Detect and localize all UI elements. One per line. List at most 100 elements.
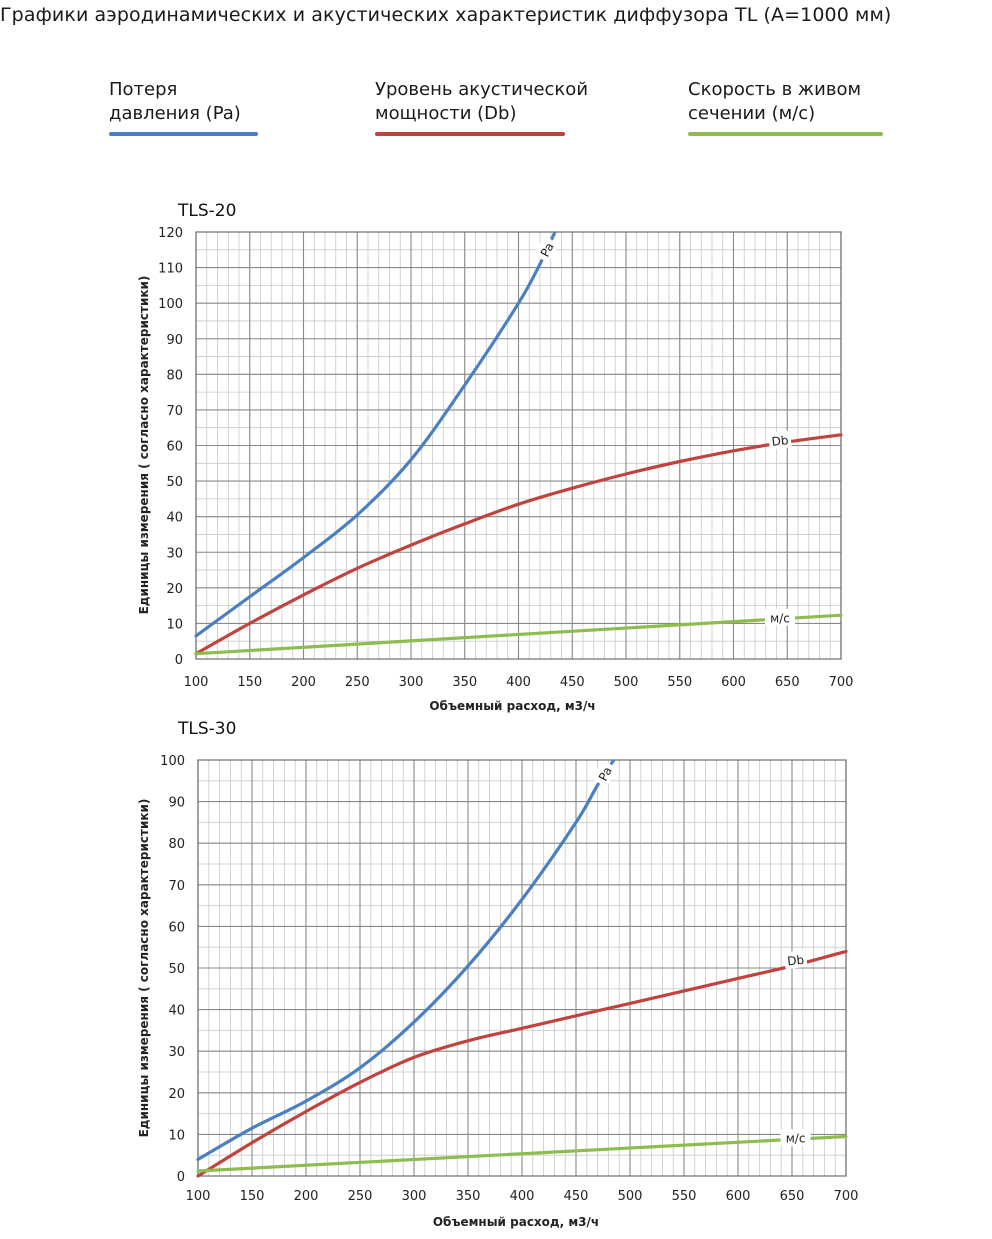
y-tick-label: 30	[168, 1045, 185, 1060]
y-axis-title: Единицы измерения ( согласно характерист…	[137, 799, 151, 1138]
legend-label-acoustic: Уровень акустической мощности (Db)	[375, 78, 635, 126]
legend-item-velocity: Скорость в живом сечении (м/с)	[688, 78, 948, 136]
y-tick-label: 50	[168, 962, 185, 977]
x-tick-label: 150	[237, 675, 262, 690]
x-tick-label: 400	[510, 1189, 535, 1204]
x-tick-label: 150	[240, 1189, 265, 1204]
series-line-pa	[196, 760, 616, 1161]
x-tick-label: 700	[829, 675, 854, 690]
y-tick-label: 100	[158, 297, 183, 312]
y-axis-title: Единицы измерения ( согласно характерист…	[137, 276, 151, 615]
y-tick-label: 40	[166, 511, 183, 526]
legend-label-line1: Уровень акустической	[375, 79, 589, 100]
x-tick-label: 650	[775, 675, 800, 690]
legend-label-velocity: Скорость в живом сечении (м/с)	[688, 78, 948, 126]
curve-label-bg	[592, 760, 617, 787]
x-tick-label: 450	[560, 675, 585, 690]
legend-label-line1: Скорость в живом	[688, 79, 862, 100]
y-tick-label: 40	[168, 1004, 185, 1019]
curve-label-db: Db	[768, 430, 792, 450]
curve-label-bg	[534, 236, 559, 263]
y-tick-label: 120	[158, 226, 183, 241]
y-tick-label: 50	[166, 475, 183, 490]
x-tick-label: 100	[184, 675, 209, 690]
series-line-pa	[194, 232, 557, 638]
legend-label-pressure: Потеря давления (Pa)	[109, 78, 369, 126]
legend-swatch-green	[688, 132, 883, 136]
y-tick-label: 90	[168, 796, 185, 811]
x-tick-label: 350	[452, 675, 477, 690]
x-tick-label: 450	[564, 1189, 589, 1204]
series-line-velocity	[194, 613, 843, 656]
x-tick-label: 400	[506, 675, 531, 690]
x-tick-label: 250	[345, 675, 370, 690]
legend-label-line2: мощности (Db)	[375, 103, 517, 124]
page-title: Графики аэродинамических и акустических …	[0, 4, 892, 26]
y-tick-label: 70	[166, 404, 183, 419]
x-tick-label: 550	[672, 1189, 697, 1204]
curve-label-bg	[768, 430, 792, 450]
curve-label-text: м/с	[770, 611, 790, 625]
x-tick-label: 250	[348, 1189, 373, 1204]
curve-label-text: Db	[787, 953, 805, 969]
curve-label-db: Db	[783, 950, 808, 970]
curve-label-pa: Pa	[592, 760, 617, 787]
y-tick-label: 20	[166, 582, 183, 597]
y-tick-label: 20	[168, 1087, 185, 1102]
x-tick-label: 650	[780, 1189, 805, 1204]
legend-swatch-red	[375, 132, 565, 136]
x-tick-label: 100	[186, 1189, 211, 1204]
y-tick-label: 30	[166, 546, 183, 561]
plot-frame	[195, 231, 842, 660]
y-tick-label: 80	[168, 837, 185, 852]
legend-label-line2: давления (Pa)	[109, 103, 241, 124]
curve-label-text: Db	[771, 433, 789, 449]
x-tick-label: 550	[667, 675, 692, 690]
legend-item-pressure-loss: Потеря давления (Pa)	[109, 78, 369, 136]
x-tick-label: 300	[402, 1189, 427, 1204]
chart-title: TLS-30	[177, 719, 236, 739]
x-tick-label: 500	[614, 675, 639, 690]
chart-title: TLS-20	[177, 201, 236, 221]
y-tick-label: 10	[168, 1128, 185, 1143]
x-tick-label: 350	[456, 1189, 481, 1204]
y-tick-label: 60	[166, 440, 183, 455]
legend-item-acoustic-power: Уровень акустической мощности (Db)	[375, 78, 635, 136]
curve-label-text: м/с	[786, 1132, 806, 1146]
curve-label-pa: Pa	[534, 236, 559, 263]
series-line-db	[194, 433, 843, 656]
series-line-db	[196, 949, 848, 1178]
curve-label-bg	[780, 1129, 811, 1147]
x-tick-label: 500	[618, 1189, 643, 1204]
curve-label-text: Pa	[538, 240, 557, 259]
plot-frame	[197, 759, 847, 1177]
y-tick-label: 60	[168, 920, 185, 935]
curve-label-bg	[783, 950, 808, 970]
curve-label-velocity: м/с	[765, 608, 795, 626]
x-tick-label: 600	[721, 675, 746, 690]
y-tick-label: 10	[166, 617, 183, 632]
y-tick-label: 80	[166, 368, 183, 383]
y-tick-label: 70	[168, 879, 185, 894]
legend-label-line1: Потеря	[109, 79, 178, 100]
curve-label-bg	[765, 608, 795, 626]
x-axis-title: Объемный расход, м3/ч	[429, 699, 595, 713]
x-tick-label: 700	[834, 1189, 859, 1204]
legend-label-line2: сечении (м/с)	[688, 103, 816, 124]
y-tick-label: 100	[160, 754, 185, 769]
curve-label-text: Pa	[596, 764, 615, 783]
legend-swatch-blue	[109, 132, 258, 136]
x-tick-label: 600	[726, 1189, 751, 1204]
y-tick-label: 0	[175, 653, 183, 668]
x-tick-label: 200	[294, 1189, 319, 1204]
y-tick-label: 90	[166, 333, 183, 348]
curve-label-velocity: м/с	[780, 1129, 811, 1147]
x-tick-label: 300	[399, 675, 424, 690]
x-axis-title: Объемный расход, м3/ч	[433, 1215, 599, 1229]
x-tick-label: 200	[291, 675, 316, 690]
y-tick-label: 0	[177, 1170, 185, 1185]
series-line-velocity	[196, 1134, 848, 1173]
y-tick-label: 110	[158, 262, 183, 277]
